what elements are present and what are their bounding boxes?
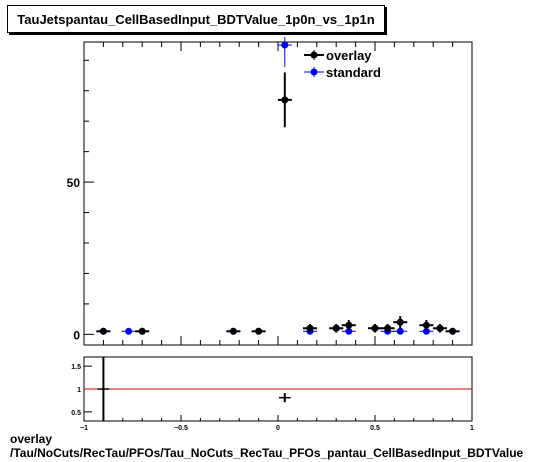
footer-line-2: /Tau/NoCuts/RecTau/PFOs/Tau_NoCuts_RecTa… bbox=[10, 446, 524, 460]
ratio-y-tick-label: 1 bbox=[77, 387, 81, 394]
footer-line-1: overlay bbox=[10, 432, 53, 446]
ratio-y-tick-label: 1.5 bbox=[71, 364, 81, 371]
main-plot-markers bbox=[96, 37, 460, 335]
legend: overlay standard bbox=[304, 48, 381, 80]
main-y-tick-label: 0 bbox=[73, 328, 80, 342]
ratio-x-tick-label: 1 bbox=[470, 425, 474, 432]
title-box: TauJetspantau_CellBasedInput_BDTValue_1p… bbox=[7, 5, 385, 33]
overlay-point bbox=[255, 327, 263, 335]
overlay-point bbox=[396, 318, 404, 326]
overlay-point bbox=[99, 327, 107, 335]
plot-title: TauJetspantau_CellBasedInput_BDTValue_1p… bbox=[17, 12, 375, 27]
standard-point bbox=[422, 327, 430, 335]
standard-point bbox=[125, 327, 133, 335]
legend-marker-overlay bbox=[310, 51, 318, 59]
overlay-point bbox=[422, 321, 430, 329]
overlay-point bbox=[449, 327, 457, 335]
ratio-plot-markers bbox=[97, 357, 291, 421]
legend-label-overlay: overlay bbox=[326, 48, 372, 63]
footer-label: overlay /Tau/NoCuts/RecTau/PFOs/Tau_NoCu… bbox=[10, 432, 523, 460]
overlay-point bbox=[306, 324, 314, 332]
main-plot-frame bbox=[83, 41, 473, 346]
ratio-x-tick-label: −0.5 bbox=[174, 425, 188, 432]
ratio-x-tick-label: −1 bbox=[80, 425, 88, 432]
standard-point bbox=[396, 327, 404, 335]
legend-marker-standard bbox=[310, 68, 318, 76]
overlay-point bbox=[371, 324, 379, 332]
overlay-point bbox=[345, 321, 353, 329]
standard-point bbox=[345, 327, 353, 335]
legend-label-standard: standard bbox=[326, 65, 381, 80]
overlay-point bbox=[436, 324, 444, 332]
ratio-x-tick-label: 0.5 bbox=[370, 425, 380, 432]
main-plot-axes: 0 50 bbox=[67, 41, 473, 346]
overlay-point bbox=[281, 96, 289, 104]
main-y-tick-label: 50 bbox=[67, 176, 81, 190]
ratio-plot-axes: −1 −0.5 0 0.5 1 0.5 1 1.5 bbox=[71, 356, 474, 432]
overlay-point bbox=[229, 327, 237, 335]
overlay-point bbox=[138, 327, 146, 335]
overlay-point bbox=[332, 324, 340, 332]
ratio-y-tick-label: 0.5 bbox=[71, 410, 81, 417]
ratio-x-tick-label: 0 bbox=[276, 425, 280, 432]
overlay-point bbox=[384, 324, 392, 332]
